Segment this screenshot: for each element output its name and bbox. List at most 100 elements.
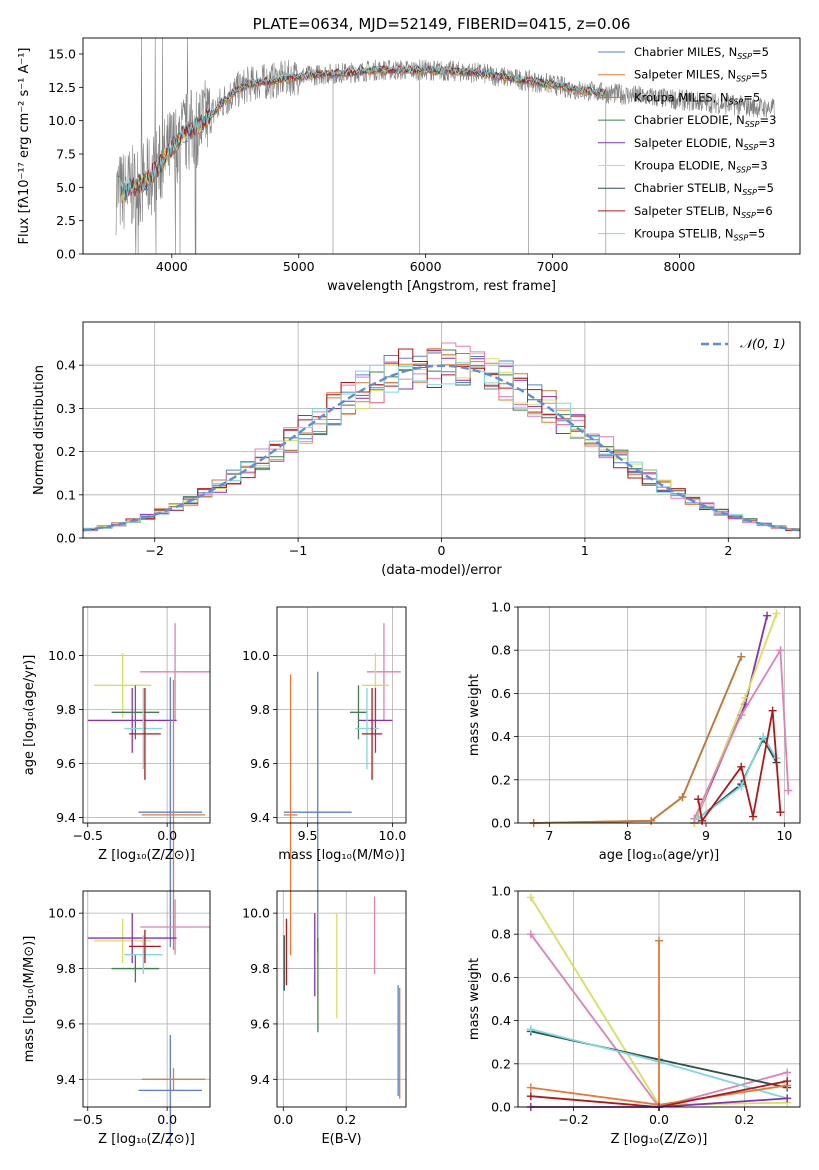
- y-tick-label: 9.8: [250, 961, 270, 976]
- x-axis-label: Z [log₁₀(Z/Z⊙)]: [611, 1132, 708, 1147]
- y-axis-label: Normed distribution: [32, 365, 47, 495]
- legend-entry-label: Salpeter STELIB, NSSP=6: [634, 204, 773, 220]
- x-tick-label: 6000: [410, 259, 442, 274]
- legend-entry-subscript: SSP: [734, 234, 749, 243]
- y-tick-label: 0.8: [491, 927, 511, 942]
- mass-weight-point-marker: [526, 1025, 535, 1034]
- y-tick-label: 9.8: [56, 961, 76, 976]
- legend-entry-text: Chabrier ELODIE, N: [634, 113, 745, 127]
- mass-weight-point-marker: [783, 1068, 792, 1077]
- mass-vs-ebv-marks: [283, 896, 401, 1099]
- mass-weight-point-marker: [784, 786, 793, 795]
- x-tick-label: 0.0: [649, 1112, 669, 1127]
- y-axis-label: mass weight: [467, 674, 482, 756]
- residual-histogram-step: [83, 348, 800, 531]
- axes-frame: [82, 37, 801, 255]
- y-tick-label: 0.8: [491, 643, 511, 658]
- y-tick-label: 5.0: [56, 180, 76, 195]
- mass-weight-point-marker: [772, 609, 781, 618]
- x-tick-label: 9.5: [298, 828, 318, 843]
- age-vs-Z-grid: [83, 607, 210, 823]
- residuals-axes: −2 −1 0 1 2 0.0 0.1 0.2 0.3 0.4 (data-model)/error…: [32, 321, 801, 578]
- mass-weight-point-marker: [526, 1083, 535, 1092]
- mass-weight-series-line: [697, 734, 778, 820]
- spectrum-curves: [115, 38, 775, 254]
- x-tick-label: 0.2: [735, 1112, 755, 1127]
- y-tick-label: 9.6: [56, 756, 76, 771]
- spectrum-axes: 4000 5000 6000 7000 8000 0.0 2.5 5.0 7.5 10.0 12.5…: [17, 15, 801, 294]
- legend-entry-value: =3: [751, 159, 768, 173]
- residuals-histogram-panel: 𝒩(0, 1) −2 −1 0 1 2 0.0 0.1 0.2 0.3 0.4 (data-model…: [32, 321, 801, 578]
- y-tick-label: 10.0: [242, 648, 270, 663]
- y-tick-label: 0.2: [491, 1056, 511, 1071]
- y-tick-label: 10.0: [48, 648, 76, 663]
- x-tick-label: 0.0: [157, 1112, 177, 1127]
- mass-weight-point-marker: [737, 652, 746, 661]
- y-tick-label: 0.4: [491, 1013, 511, 1028]
- y-tick-label: 9.6: [250, 1016, 270, 1031]
- mass-vs-Z-axes: −0.5 0.0 9.4 9.6 9.8 10.0 Z [log₁₀(Z/Z⊙)] mass …: [22, 890, 211, 1147]
- x-tick-label: 0.0: [273, 1112, 293, 1127]
- y-tick-label: 9.6: [250, 756, 270, 771]
- y-tick-label: 0.0: [491, 816, 511, 831]
- x-axis-label: (data-model)/error: [381, 563, 502, 578]
- y-tick-label: 0.2: [491, 772, 511, 787]
- y-tick-label: 0.6: [491, 686, 511, 701]
- x-tick-label: −2: [145, 543, 163, 558]
- y-tick-label: 9.4: [56, 1072, 76, 1087]
- x-tick-label: 8: [624, 828, 632, 843]
- x-axis-label: mass [log₁₀(M/M⊙)]: [278, 848, 405, 863]
- mass-weight-series-line: [533, 656, 743, 824]
- mass-weight-point-marker: [694, 795, 703, 804]
- y-tick-label: 7.5: [56, 147, 76, 162]
- mass-vs-ebv-panel: 0.0 0.2 9.4 9.6 9.8 10.0 E(B-V): [242, 890, 407, 1147]
- legend-entry-text: Chabrier MILES, N: [634, 45, 737, 59]
- legend-entry-value: =3: [760, 113, 777, 127]
- x-axis-label: E(B-V): [321, 1132, 361, 1147]
- age-vs-mass-axes: 9.5 10.0 9.4 9.6 9.8 10.0 mass [log₁₀(M/M⊙)]: [242, 606, 407, 863]
- axes-frame: [82, 321, 801, 539]
- y-tick-label: 9.4: [250, 810, 270, 825]
- gaussian-reference-curve: [82, 364, 801, 532]
- legend-entry-subscript: SSP: [745, 120, 760, 129]
- x-tick-label: −0.5: [73, 1112, 103, 1127]
- y-tick-label: 0.6: [491, 970, 511, 985]
- x-axis-label: wavelength [Angstrom, rest frame]: [327, 279, 556, 294]
- axes-frame: [517, 890, 801, 1108]
- mass-weight-point-marker: [526, 893, 535, 902]
- axes-frame: [82, 606, 211, 824]
- x-tick-label: 10: [776, 828, 792, 843]
- legend-entry-subscript: SSP: [742, 188, 757, 197]
- x-tick-label: 0.2: [336, 1112, 356, 1127]
- y-axis-label: mass [log₁₀(M/M⊙)]: [22, 936, 37, 1063]
- legend-entry-text: Salpeter MILES, N: [634, 68, 736, 82]
- legend-entry-label: Salpeter ELODIE, NSSP=3: [634, 136, 775, 152]
- mass-weight-series-line: [697, 710, 782, 824]
- x-tick-label: 4000: [156, 259, 188, 274]
- legend-entry-subscript: SSP: [736, 75, 751, 84]
- y-tick-label: 9.4: [56, 810, 76, 825]
- y-tick-label: 2.5: [56, 213, 76, 228]
- y-tick-label: 10.0: [242, 906, 270, 921]
- y-tick-label: 0.4: [491, 729, 511, 744]
- age-vs-mass-grid: [277, 607, 406, 823]
- mass-weight-point-marker: [647, 816, 656, 825]
- chart-title: PLATE=0634, MJD=52149, FIBERID=0415, z=0…: [253, 15, 631, 33]
- mass-vs-ebv-grid: [277, 891, 406, 1107]
- residuals-marks: 𝒩(0, 1): [82, 336, 801, 532]
- legend-entry-subscript: SSP: [729, 97, 744, 106]
- x-tick-label: 10.0: [378, 828, 406, 843]
- y-tick-label: 9.6: [56, 1016, 76, 1031]
- y-tick-label: 1.0: [491, 600, 511, 615]
- mass-weight-point-marker: [776, 808, 785, 817]
- x-tick-label: 7000: [537, 259, 569, 274]
- mass-weight-point-marker: [526, 1092, 535, 1101]
- massweight-vs-age-marks: [529, 609, 793, 827]
- legend-entry-subscript: SSP: [744, 143, 759, 152]
- mass-weight-point-marker: [737, 782, 746, 791]
- axes-frame: [82, 890, 211, 1108]
- legend-entry-subscript: SSP: [737, 52, 752, 61]
